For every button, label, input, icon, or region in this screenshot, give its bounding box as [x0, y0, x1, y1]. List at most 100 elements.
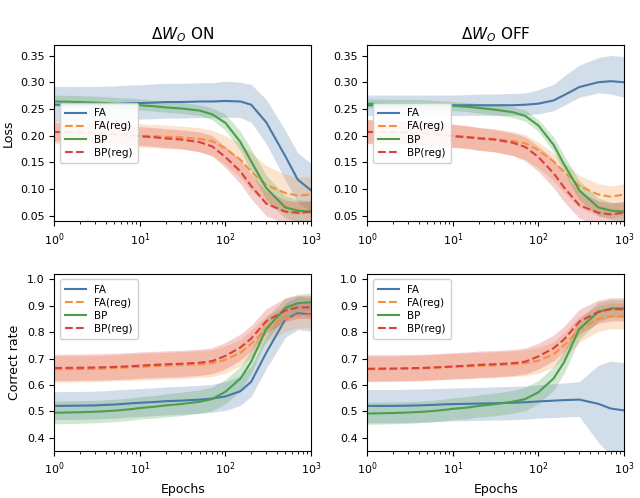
BP — [92, 409, 99, 415]
BP — [221, 120, 229, 126]
Line: BP(reg): BP(reg) — [54, 132, 311, 213]
FA(reg) — [620, 313, 628, 319]
BP — [162, 105, 170, 111]
FA(reg) — [136, 133, 144, 139]
X-axis label: Epochs: Epochs — [474, 483, 518, 496]
FA — [110, 101, 118, 107]
FA(reg) — [575, 183, 583, 189]
FA(reg) — [92, 366, 99, 372]
FA — [247, 378, 255, 384]
BP — [522, 396, 529, 402]
FA — [151, 100, 159, 106]
FA(reg) — [177, 134, 184, 140]
BP(reg) — [595, 309, 602, 315]
BP — [475, 105, 483, 111]
FA — [561, 92, 568, 98]
FA(reg) — [110, 130, 118, 136]
BP(reg) — [196, 139, 204, 145]
FA — [221, 98, 229, 104]
BP — [575, 326, 583, 332]
Legend: FA, FA(reg), BP, BP(reg): FA, FA(reg), BP, BP(reg) — [372, 279, 451, 339]
BP(reg) — [76, 129, 84, 135]
BP — [110, 408, 118, 414]
FA — [430, 102, 438, 108]
FA — [490, 400, 497, 406]
BP — [509, 109, 516, 115]
BP(reg) — [424, 130, 431, 136]
FA(reg) — [364, 367, 371, 373]
BP(reg) — [404, 129, 412, 135]
FA — [177, 398, 184, 404]
FA(reg) — [51, 367, 58, 373]
Legend: FA, FA(reg), BP, BP(reg): FA, FA(reg), BP, BP(reg) — [60, 103, 138, 163]
BP(reg) — [177, 361, 184, 367]
BP(reg) — [534, 154, 542, 160]
BP — [550, 375, 557, 381]
FA(reg) — [247, 168, 255, 174]
BP — [294, 208, 301, 214]
FA — [51, 403, 58, 409]
BP(reg) — [475, 135, 483, 141]
FA — [307, 311, 315, 317]
BP — [294, 300, 301, 306]
FA(reg) — [404, 129, 412, 135]
BP(reg) — [550, 170, 557, 176]
BP(reg) — [364, 366, 371, 372]
FA — [475, 102, 483, 108]
BP — [247, 158, 255, 164]
BP — [475, 403, 483, 409]
BP(reg) — [92, 130, 99, 136]
FA — [128, 400, 136, 406]
BP(reg) — [415, 365, 423, 371]
FA — [424, 102, 431, 108]
FA — [607, 78, 614, 84]
BP(reg) — [177, 136, 184, 142]
BP — [76, 99, 84, 105]
FA — [534, 398, 542, 404]
BP — [607, 305, 614, 311]
Y-axis label: Loss: Loss — [1, 120, 14, 147]
BP — [209, 112, 216, 118]
BP — [237, 375, 244, 381]
Line: BP(reg): BP(reg) — [54, 307, 311, 368]
BP — [102, 408, 109, 414]
FA(reg) — [561, 342, 568, 348]
FA(reg) — [364, 129, 371, 135]
BP — [534, 389, 542, 395]
BP(reg) — [307, 209, 315, 215]
FA — [209, 395, 216, 401]
BP — [424, 102, 431, 108]
FA(reg) — [415, 130, 423, 136]
BP — [389, 101, 397, 107]
FA — [424, 402, 431, 408]
BP — [364, 101, 371, 107]
FA(reg) — [389, 366, 397, 372]
FA — [76, 403, 84, 409]
Legend: FA, FA(reg), BP, BP(reg): FA, FA(reg), BP, BP(reg) — [60, 279, 138, 339]
Line: BP(reg): BP(reg) — [367, 309, 624, 369]
BP — [415, 101, 423, 107]
Title: $\Delta W_O$ ON: $\Delta W_O$ ON — [151, 25, 214, 44]
BP — [282, 204, 289, 210]
FA(reg) — [509, 138, 516, 144]
BP — [237, 139, 244, 145]
FA(reg) — [136, 364, 144, 370]
FA — [389, 403, 397, 409]
BP(reg) — [509, 360, 516, 366]
FA — [550, 398, 557, 404]
BP(reg) — [117, 131, 125, 137]
Line: FA(reg): FA(reg) — [54, 132, 311, 196]
BP — [110, 101, 118, 107]
BP(reg) — [475, 362, 483, 368]
BP — [441, 102, 449, 108]
FA — [247, 102, 255, 108]
FA — [522, 102, 529, 108]
FA — [51, 102, 58, 108]
BP(reg) — [607, 211, 614, 217]
BP(reg) — [424, 365, 431, 371]
FA — [92, 402, 99, 408]
Line: FA: FA — [54, 101, 311, 190]
FA(reg) — [449, 133, 457, 139]
BP — [282, 305, 289, 311]
BP — [196, 399, 204, 405]
